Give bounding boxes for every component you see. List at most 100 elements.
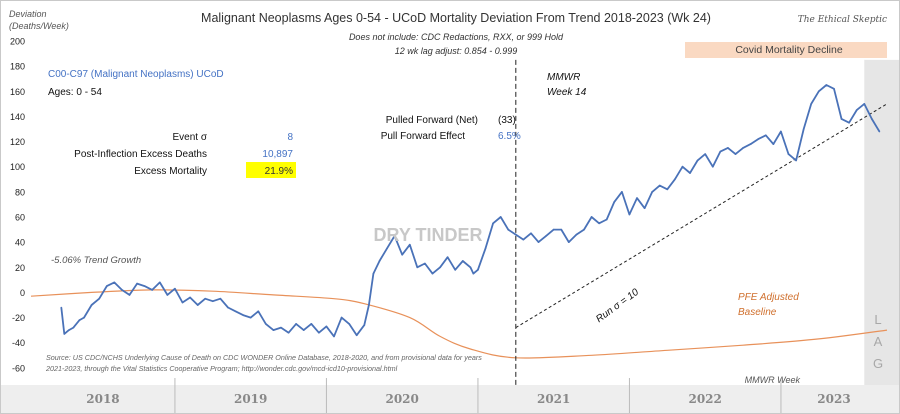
year-label: 2018 <box>86 392 119 406</box>
series-points <box>60 84 881 338</box>
ages-label: Ages: 0 - 54 <box>48 87 102 98</box>
dry-tinder-label: DRY TINDER <box>373 225 482 245</box>
source-note-line2: 2021-2023, through the Vital Statistics … <box>45 364 398 373</box>
series-point <box>855 109 858 111</box>
series-point <box>780 130 782 133</box>
series-point <box>613 201 616 203</box>
series-point <box>643 207 646 209</box>
series-point <box>454 269 457 271</box>
series-point <box>348 323 350 325</box>
y-tick-label: 20 <box>15 263 25 273</box>
series-point <box>128 294 131 296</box>
series-point <box>568 241 570 243</box>
year-label: 2020 <box>385 392 418 406</box>
series-point <box>174 287 176 290</box>
series-point <box>583 228 585 231</box>
series-point <box>575 233 578 236</box>
y-tick-label: 60 <box>15 213 25 223</box>
series-point <box>757 138 760 140</box>
series-point <box>378 260 381 262</box>
series-point <box>83 316 85 319</box>
series-point <box>461 260 464 262</box>
post-inflection-value: 10,897 <box>262 149 293 160</box>
series-point <box>196 304 199 306</box>
pfe-label-line1: PFE Adjusted <box>738 292 799 303</box>
chart-subtitle-1: Does not include: CDC Redactions, RXX, o… <box>349 32 564 42</box>
series-point <box>477 269 479 271</box>
series-point <box>121 289 123 291</box>
pull-forward-effect-label: Pull Forward Effect <box>381 131 466 142</box>
series-point <box>158 281 161 284</box>
series-point <box>280 326 282 329</box>
series-point <box>848 121 850 124</box>
y-tick-label: 140 <box>10 112 25 122</box>
event-sigma-label: Event σ <box>172 132 207 143</box>
series-point <box>78 319 81 321</box>
year-label: 2021 <box>537 392 570 406</box>
mmwr-label-line2: Week 14 <box>547 87 587 98</box>
series-point <box>234 310 237 313</box>
series-point <box>681 165 684 168</box>
series-point <box>310 323 313 325</box>
series-point <box>401 253 403 256</box>
series-point <box>727 147 729 149</box>
series-point <box>318 331 320 334</box>
series-point <box>219 297 222 300</box>
post-inflection-label: Post-Inflection Excess Deaths <box>74 149 207 160</box>
series-point <box>590 216 593 218</box>
series-point <box>386 247 388 250</box>
series-point <box>484 247 487 250</box>
series-point <box>772 143 775 145</box>
series-point <box>560 228 563 231</box>
series-point <box>598 222 600 225</box>
series-point <box>424 262 426 265</box>
event-sigma-value: 8 <box>287 132 293 143</box>
series-point <box>416 266 419 269</box>
series-point <box>181 301 184 304</box>
year-label: 2019 <box>234 392 267 406</box>
trend-growth-label: -5.06% Trend Growth <box>51 255 141 266</box>
series-point <box>636 197 638 199</box>
pfe-label-line2: Baseline <box>738 307 777 318</box>
series-point <box>408 243 411 246</box>
series-point <box>878 130 881 133</box>
x-axis-title: MMWR Week <box>745 375 801 385</box>
series-point <box>151 289 154 291</box>
series-point <box>68 329 70 331</box>
series-point <box>368 304 370 306</box>
pulled-forward-value: (33) <box>498 115 516 126</box>
series-point <box>628 213 631 216</box>
series-point <box>325 325 328 328</box>
series-point <box>552 228 555 231</box>
series-point <box>90 304 93 306</box>
series-point <box>355 334 358 336</box>
y-tick-label: 180 <box>10 62 25 72</box>
series-point <box>795 159 797 162</box>
series-point <box>704 153 706 155</box>
series-point <box>492 222 494 225</box>
series-point <box>113 281 116 284</box>
series-point <box>257 310 260 313</box>
run-sigma-dashed-line <box>515 103 888 329</box>
y-axis-title-line2: (Deaths/Week) <box>9 21 69 31</box>
series-point <box>272 329 275 331</box>
series-point <box>189 296 191 299</box>
y-axis-title-line1: Deviation <box>9 9 47 19</box>
series-point <box>363 324 366 326</box>
lag-letter-a: A <box>874 334 883 349</box>
covid-mortality-decline-banner <box>685 42 887 58</box>
series-point <box>605 218 608 221</box>
series-point <box>764 134 767 137</box>
series-point <box>105 285 108 287</box>
series-point <box>689 172 691 174</box>
series-point <box>302 329 305 331</box>
pulled-forward-label: Pulled Forward (Net) <box>386 115 478 126</box>
series-point <box>249 316 252 319</box>
series-point <box>545 235 547 237</box>
series-point <box>810 103 813 105</box>
series-point <box>72 326 75 329</box>
covid-banner-label: Covid Mortality Decline <box>735 44 843 56</box>
